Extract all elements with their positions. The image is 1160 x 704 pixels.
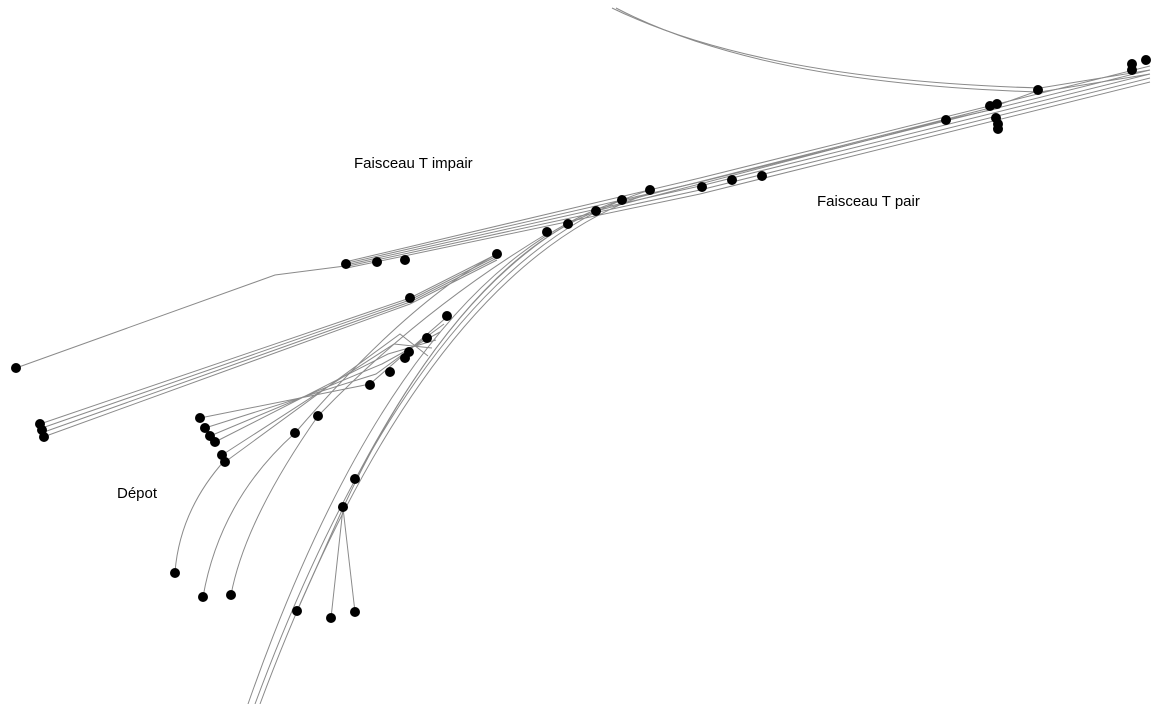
- track-node: [400, 255, 410, 265]
- track-node: [1141, 55, 1151, 65]
- track-node: [326, 613, 336, 623]
- track-node: [220, 457, 230, 467]
- track-node: [542, 227, 552, 237]
- track-node: [11, 363, 21, 373]
- track-node: [422, 333, 432, 343]
- track-node: [400, 353, 410, 363]
- depot-lower-track: [202, 432, 296, 598]
- track-node: [1127, 65, 1137, 75]
- depot-fan-track: [224, 333, 429, 463]
- track-node: [492, 249, 502, 259]
- track-node: [442, 311, 452, 321]
- depot-lower-track: [230, 415, 319, 596]
- track-node: [385, 367, 395, 377]
- track-lines: [15, 7, 1151, 704]
- south-curve-track: [247, 199, 623, 704]
- track-node: [645, 185, 655, 195]
- lower-fan-track: [342, 507, 356, 613]
- track-node: [941, 115, 951, 125]
- faisceau-t-impair-label: Faisceau T impair: [354, 155, 473, 172]
- track-node: [341, 259, 351, 269]
- track-node: [292, 606, 302, 616]
- track-node: [992, 99, 1002, 109]
- track-node: [405, 293, 415, 303]
- west-track: [15, 265, 346, 369]
- track-node: [617, 195, 627, 205]
- track-node: [290, 428, 300, 438]
- south-curve-track: [342, 223, 569, 509]
- depot-fan-track: [209, 331, 441, 437]
- track-node: [200, 423, 210, 433]
- track-node: [365, 380, 375, 390]
- depot-lower-track: [174, 459, 226, 573]
- track-node: [697, 182, 707, 192]
- track-node: [210, 437, 220, 447]
- south-curve-track: [259, 191, 655, 704]
- track-node: [338, 502, 348, 512]
- faisceau-t-pair-label: Faisceau T pair: [817, 193, 920, 210]
- top-curve-track: [611, 7, 1151, 89]
- track-node: [1033, 85, 1043, 95]
- track-node: [350, 607, 360, 617]
- south-curve-track: [294, 253, 498, 434]
- lower-fan-track: [296, 507, 344, 612]
- track-node: [591, 206, 601, 216]
- track-node: [313, 411, 323, 421]
- lower-fan-track: [330, 507, 344, 619]
- depot-fan-track: [204, 323, 445, 429]
- track-node: [757, 171, 767, 181]
- south-curve-track: [317, 232, 549, 417]
- south-curve-track: [254, 189, 651, 704]
- track-node: [198, 592, 208, 602]
- top-curve-track: [615, 7, 1151, 93]
- track-node: [170, 568, 180, 578]
- impair-bundle-track: [45, 259, 498, 437]
- track-nodes: [11, 55, 1151, 623]
- track-node: [195, 413, 205, 423]
- track-node: [350, 474, 360, 484]
- main-trunk-track: [599, 107, 1001, 211]
- track-node: [993, 124, 1003, 134]
- track-node: [226, 590, 236, 600]
- track-node: [727, 175, 737, 185]
- track-node: [39, 432, 49, 442]
- depot-label: Dépot: [117, 485, 158, 502]
- track-node: [563, 219, 573, 229]
- depot-fan-track: [214, 339, 437, 443]
- track-node: [372, 257, 382, 267]
